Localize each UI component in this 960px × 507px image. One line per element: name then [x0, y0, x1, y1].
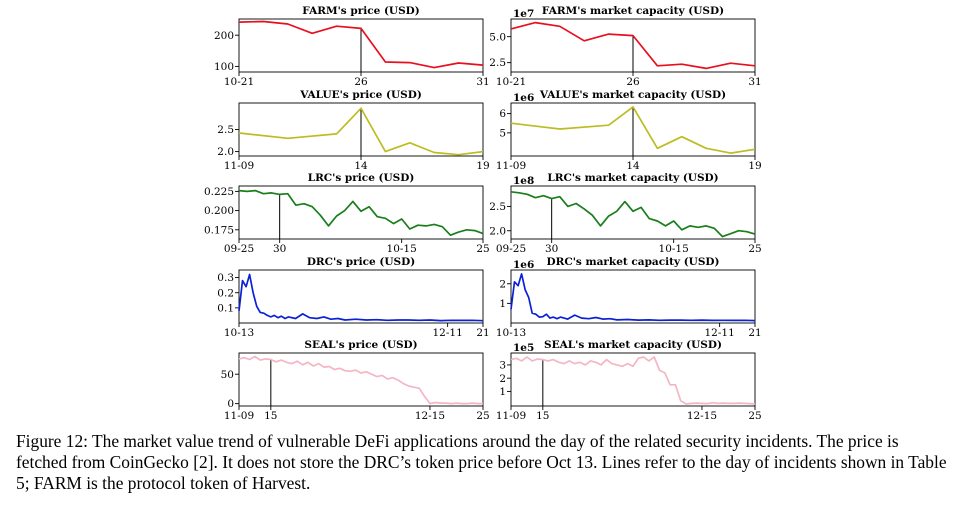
seal-cap-ytick-label-0: 1	[499, 386, 506, 398]
drc-cap-ytick-label-0: 1	[499, 298, 506, 310]
lrc-cap-title: LRC's market capacity (USD)	[547, 172, 718, 184]
value-price-xtick-label-2: 19	[476, 160, 489, 172]
value-cap-xtick-label-2: 19	[748, 160, 761, 172]
value-cap-xtick-label-0: 11-09	[496, 160, 526, 172]
value-cap-ytick-label-1: 6	[499, 108, 506, 120]
lrc-cap-multiplier: 1e8	[513, 175, 534, 187]
farm-cap-xtick-label-2: 31	[748, 76, 761, 88]
drc-price-xtick-label-1: 12-11	[432, 327, 462, 339]
lrc-price-xtick-label-3: 25	[476, 243, 489, 255]
farm-price-ytick-label-0: 100	[214, 61, 234, 73]
farm-cap-xtick-label-1: 26	[626, 76, 640, 88]
farm-price-ytick-label-1: 200	[214, 30, 234, 42]
value-cap-multiplier: 1e6	[513, 92, 534, 104]
drc-cap-xtick-label-2: 21	[748, 327, 761, 339]
lrc-price-axes-frame	[238, 185, 484, 240]
lrc-cap-ytick-label-0: 2.0	[489, 225, 506, 237]
seal-price-series-line	[238, 355, 483, 405]
seal-price-title: SEAL's price (USD)	[304, 339, 417, 351]
seal-cap-xtick-label-1: 15	[536, 410, 549, 422]
drc-price-title: DRC's price (USD)	[307, 256, 415, 268]
lrc-cap-xtick-label-1: 30	[545, 243, 558, 255]
seal-cap-xtick-label-0: 11-09	[496, 410, 526, 422]
value-price-xtick-label-1: 14	[354, 160, 368, 172]
farm-cap-title: FARM's market capacity (USD)	[542, 5, 724, 17]
drc-price-series-line	[238, 273, 484, 322]
lrc-price-series-line	[238, 189, 484, 237]
value-price-ytick-label-0: 2.0	[217, 146, 234, 158]
value-cap-xtick-label-1: 14	[626, 160, 640, 172]
farm-price-xtick-label-2: 31	[476, 76, 489, 88]
lrc-price-ytick-label-2: 0.225	[204, 186, 234, 198]
seal-price-ytick-label-0: 0	[227, 398, 234, 410]
farm-price-title: FARM's price (USD)	[302, 5, 420, 17]
lrc-cap-xtick-label-3: 25	[748, 243, 761, 255]
farm-price-xtick-label-0: 10-21	[224, 76, 254, 88]
seal-cap-ytick-label-1: 2	[499, 373, 506, 385]
lrc-price-xtick-label-1: 30	[273, 243, 286, 255]
lrc-cap-ytick-label-1: 2.5	[489, 201, 506, 213]
value-price-title: VALUE's price (USD)	[299, 89, 422, 101]
farm-price-xtick-label-1: 26	[354, 76, 368, 88]
seal-price-xtick-label-2: 12-15	[415, 410, 445, 422]
value-cap-ytick-label-0: 5	[499, 127, 506, 139]
lrc-price-xtick-label-2: 10-15	[387, 243, 417, 255]
figure-caption: Figure 12: The market value trend of vul…	[16, 431, 947, 493]
seal-price-axes-frame	[238, 352, 484, 407]
seal-price-xtick-label-1: 15	[264, 410, 277, 422]
seal-price-xtick-label-0: 11-09	[224, 410, 254, 422]
drc-cap-xtick-label-1: 12-11	[704, 327, 734, 339]
farm-cap-xtick-label-0: 10-21	[496, 76, 526, 88]
drc-price-xtick-label-2: 21	[476, 327, 489, 339]
seal-cap-multiplier: 1e5	[513, 342, 534, 354]
seal-price-xtick-label-3: 25	[476, 410, 489, 422]
lrc-price-ytick-label-0: 0.175	[204, 224, 234, 236]
value-cap-title: VALUE's market capacity (USD)	[539, 89, 726, 101]
seal-cap-xtick-label-3: 25	[748, 410, 761, 422]
drc-price-ytick-label-1: 0.2	[217, 287, 234, 299]
drc-price-ytick-label-2: 0.3	[217, 272, 234, 284]
lrc-cap-xtick-label-0: 09-25	[496, 243, 526, 255]
seal-cap-axes-frame	[510, 352, 756, 407]
farm-price-series-line	[238, 20, 484, 69]
value-price-xtick-label-0: 11-09	[224, 160, 254, 172]
lrc-cap-series-line	[510, 190, 756, 238]
farm-cap-ytick-label-1: 5.0	[489, 31, 506, 43]
drc-price-axes-frame	[238, 269, 484, 324]
farm-cap-ytick-label-0: 2.5	[489, 57, 506, 69]
drc-cap-axes-frame	[510, 269, 756, 324]
drc-cap-ytick-label-1: 2	[499, 278, 506, 290]
farm-cap-multiplier: 1e7	[513, 8, 534, 20]
value-price-ytick-label-1: 2.5	[217, 124, 234, 136]
value-price-series-line	[238, 107, 484, 156]
lrc-price-ytick-label-1: 0.200	[204, 205, 234, 217]
lrc-cap-axes-frame	[510, 185, 756, 240]
lrc-cap-xtick-label-2: 10-15	[659, 243, 689, 255]
drc-price-xtick-label-0: 10-13	[224, 327, 254, 339]
lrc-price-xtick-label-0: 09-25	[224, 243, 254, 255]
drc-cap-series-line	[510, 273, 756, 322]
farm-cap-series-line	[510, 21, 756, 70]
seal-price-ytick-label-1: 50	[221, 369, 234, 381]
drc-price-ytick-label-0: 0.1	[217, 302, 234, 314]
seal-cap-xtick-label-2: 12-15	[687, 410, 717, 422]
drc-cap-xtick-label-0: 10-13	[496, 327, 526, 339]
seal-cap-series-line	[510, 356, 756, 405]
drc-cap-multiplier: 1e6	[513, 259, 534, 271]
seal-cap-title: SEAL's market capacity (USD)	[544, 339, 722, 351]
value-cap-series-line	[510, 106, 756, 154]
lrc-price-title: LRC's price (USD)	[308, 172, 415, 184]
seal-cap-ytick-label-2: 3	[499, 360, 506, 372]
drc-cap-title: DRC's market capacity (USD)	[547, 256, 720, 268]
